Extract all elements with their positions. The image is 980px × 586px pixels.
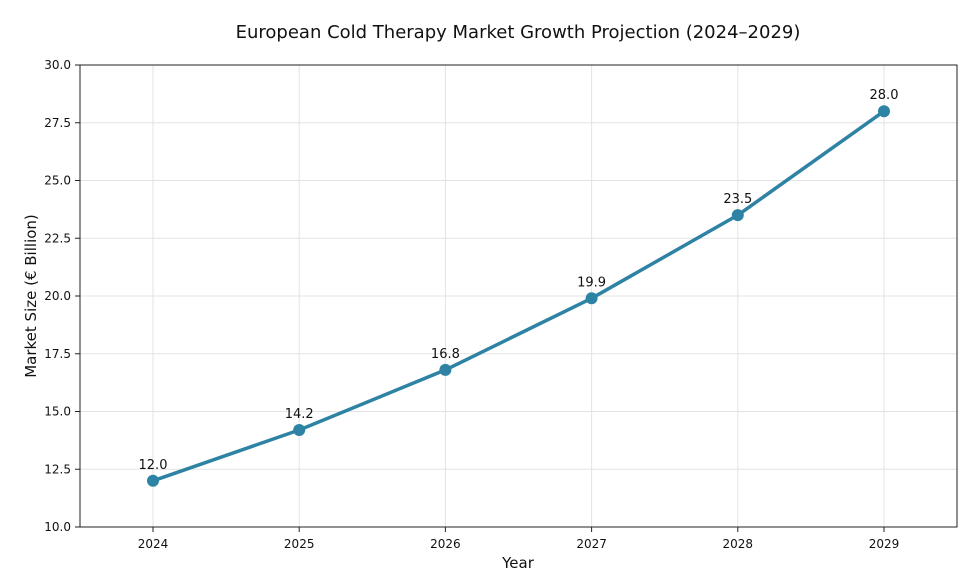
y-tick-label: 17.5 — [44, 347, 71, 361]
y-tick-label: 22.5 — [44, 231, 71, 245]
x-tick-label: 2024 — [138, 537, 169, 551]
x-tick-label: 2028 — [723, 537, 754, 551]
x-tick-label: 2025 — [284, 537, 315, 551]
data-point — [731, 209, 744, 222]
series-line — [152, 109, 886, 483]
y-axis-label: Market Size (€ Billion) — [22, 214, 40, 378]
y-tick-label: 12.5 — [44, 462, 71, 476]
data-point — [878, 105, 890, 118]
data-label: 12.0 — [139, 458, 168, 473]
y-tick-label: 27.5 — [44, 116, 71, 130]
y-tick-label: 15.0 — [44, 405, 71, 419]
data-label: 28.0 — [870, 88, 899, 103]
x-axis-label: Year — [501, 554, 535, 572]
chart-title: European Cold Therapy Market Growth Proj… — [236, 22, 801, 43]
data-point — [147, 474, 159, 487]
data-label: 16.8 — [431, 347, 460, 362]
data-label: 23.5 — [723, 192, 752, 207]
data-point — [585, 292, 598, 305]
x-tick-label: 2027 — [576, 537, 607, 551]
y-tick-label: 30.0 — [44, 58, 71, 72]
data-point — [439, 363, 452, 376]
x-tick-label: 2026 — [430, 537, 461, 551]
data-point — [293, 423, 306, 436]
y-tick-label: 10.0 — [44, 520, 71, 534]
data-label: 14.2 — [285, 407, 314, 422]
y-tick-label: 20.0 — [44, 289, 71, 303]
x-tick-label: 2029 — [869, 537, 900, 551]
data-label: 19.9 — [577, 275, 606, 290]
y-tick-label: 25.0 — [44, 174, 71, 188]
